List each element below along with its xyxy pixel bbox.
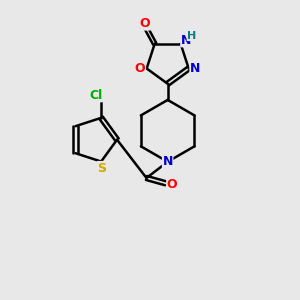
Text: N: N — [181, 34, 191, 47]
Text: S: S — [97, 161, 106, 175]
Text: Cl: Cl — [89, 89, 103, 102]
Text: O: O — [167, 178, 177, 191]
Text: N: N — [163, 155, 173, 168]
Text: O: O — [135, 62, 146, 75]
Text: N: N — [190, 62, 200, 75]
Text: O: O — [140, 17, 150, 30]
Text: H: H — [187, 31, 196, 40]
